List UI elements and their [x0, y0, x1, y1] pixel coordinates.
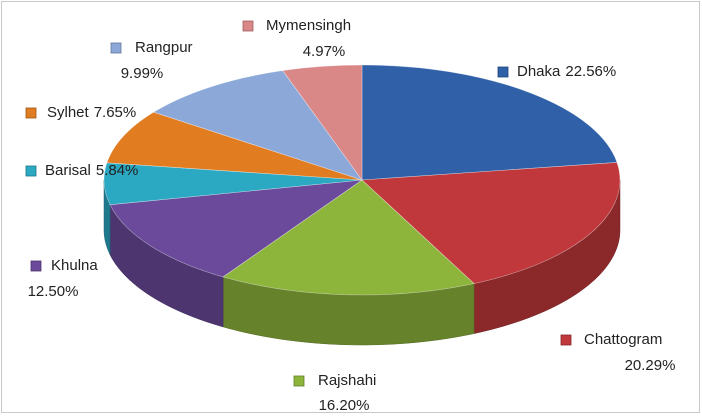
- value-label: 22.56%: [565, 63, 616, 80]
- legend-marker: [497, 66, 509, 78]
- legend-marker: [25, 107, 37, 119]
- value-label: 7.65%: [94, 104, 137, 121]
- pie-slice: [106, 111, 363, 181]
- category-name: Khulna: [51, 257, 98, 274]
- pie-sides: [103, 179, 621, 346]
- data-label: Barisal 5.84%: [45, 162, 138, 179]
- pie-slice: [109, 179, 364, 278]
- category-name: Chattogram: [584, 331, 662, 348]
- legend-marker: [293, 375, 305, 387]
- legend-marker: [25, 165, 37, 177]
- data-label: Dhaka 22.56%: [517, 63, 616, 80]
- legend-marker: [30, 260, 42, 272]
- category-name: Dhaka: [517, 63, 561, 80]
- data-label: Sylhet 7.65%: [47, 104, 136, 121]
- value-label: 5.84%: [96, 162, 139, 179]
- pie-slice: [361, 162, 621, 284]
- pie-slice: [222, 179, 475, 296]
- legend-marker: [242, 20, 254, 32]
- pie-slice: [152, 70, 363, 181]
- pie-tops: [103, 64, 621, 296]
- category-name: Mymensingh: [266, 17, 351, 34]
- value-label: 16.20%: [319, 397, 370, 414]
- category-name: Rajshahi: [318, 372, 376, 389]
- legend-marker: [560, 334, 572, 346]
- category-name: Barisal: [45, 162, 91, 179]
- value-label: 12.50%: [28, 283, 79, 300]
- category-name: Rangpur: [135, 39, 193, 56]
- category-name: Sylhet: [47, 104, 90, 121]
- pie-slice: [282, 64, 363, 181]
- labels: Dhaka 22.56% Chattogram 20.29% Rajshahi 16.20…: [25, 17, 676, 414]
- legend-marker: [110, 42, 122, 54]
- value-label: 4.97%: [303, 43, 346, 60]
- pie-slice: [361, 64, 618, 181]
- value-label: 20.29%: [625, 357, 676, 374]
- value-label: 9.99%: [121, 65, 164, 82]
